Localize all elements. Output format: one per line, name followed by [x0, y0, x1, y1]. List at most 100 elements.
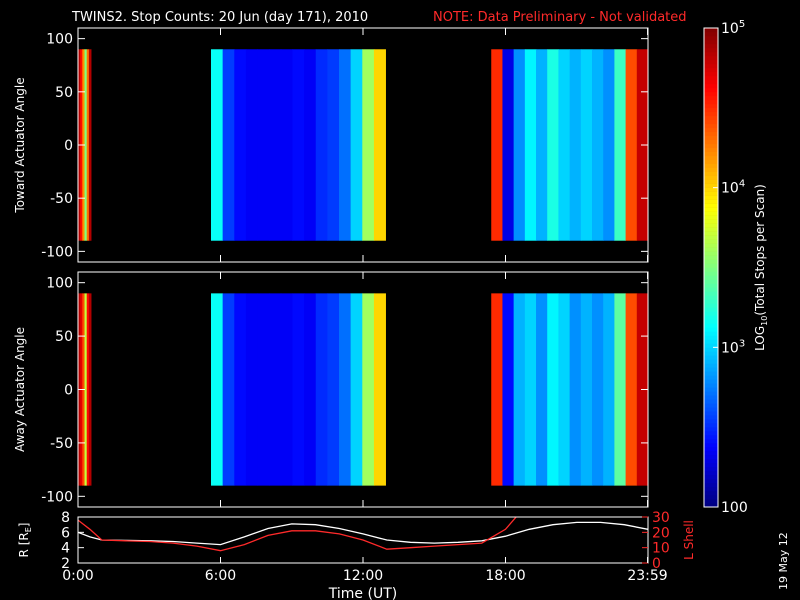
heatmap-cell — [222, 49, 235, 241]
y-tick-label: 0 — [64, 138, 73, 154]
lshell-line — [78, 517, 517, 552]
colorbar-cell — [704, 451, 718, 456]
x-tick-label: 6:00 — [205, 568, 236, 584]
colorbar-cell — [704, 411, 718, 416]
y-tick-label: 2 — [61, 556, 70, 572]
colorbar-cell — [704, 95, 718, 101]
heatmap-cell — [304, 293, 317, 486]
colorbar-cell — [704, 407, 718, 412]
heatmap-cell — [580, 293, 593, 486]
colorbar-cell — [704, 47, 718, 53]
colorbar-cell — [704, 447, 718, 452]
colorbar-cell — [704, 75, 718, 81]
heatmap-cell — [625, 49, 638, 241]
colorbar-cell — [704, 51, 718, 57]
colorbar-cell — [704, 79, 718, 85]
heatmap-cell — [362, 293, 375, 486]
colorbar-cell — [704, 459, 718, 464]
colorbar-cell — [704, 339, 718, 344]
colorbar-cell — [704, 319, 718, 324]
colorbar-cell — [704, 143, 718, 149]
away-panel: -100 -50 0 50 100 Away Actuator Angle — [13, 271, 649, 508]
colorbar-cell — [704, 71, 718, 77]
colorbar-cell — [704, 295, 718, 300]
colorbar-label: LOG10(Total Stops per Scan) — [753, 184, 769, 351]
heatmap-cell — [315, 293, 328, 486]
colorbar-cell — [704, 475, 718, 480]
colorbar-cell — [704, 91, 718, 97]
heatmap-cell — [536, 49, 548, 241]
colorbar-cell — [704, 471, 718, 476]
colorbar-cell — [704, 391, 718, 396]
heatmap-cell — [257, 293, 270, 486]
colorbar-cell — [704, 467, 718, 472]
colorbar-cell — [704, 483, 718, 488]
colorbar-cell — [704, 111, 718, 117]
heatmap-cell — [558, 293, 571, 486]
colorbar-cell — [704, 39, 718, 45]
colorbar-cell — [704, 83, 718, 89]
colorbar-cell — [704, 195, 718, 200]
heatmap-cell — [350, 49, 363, 241]
colorbar-cell — [704, 251, 718, 256]
colorbar-cell — [704, 287, 718, 292]
colorbar-cell — [704, 463, 718, 468]
y2-tick-label: 20 — [652, 525, 670, 541]
colorbar-cell — [704, 107, 718, 113]
y-tick-label: -100 — [41, 244, 73, 260]
colorbar-cell — [704, 187, 718, 192]
y2-tick-label: 10 — [652, 541, 670, 557]
colorbar-cell — [704, 247, 718, 252]
heatmap-cell — [614, 293, 627, 486]
date-stamp: 19 May 12 — [777, 532, 790, 590]
colorbar-cell — [704, 307, 718, 312]
colorbar-cell — [704, 263, 718, 268]
colorbar-cell — [704, 367, 718, 372]
colorbar-cell — [704, 291, 718, 296]
heatmap-cell — [558, 49, 571, 241]
colorbar-cell — [704, 171, 718, 176]
colorbar-cell — [704, 419, 718, 424]
colorbar-cell — [704, 495, 718, 500]
colorbar-cell — [704, 355, 718, 360]
colorbar-cell — [704, 235, 718, 240]
colorbar-tick-label: 103 — [721, 338, 745, 356]
heatmap-cell — [592, 293, 604, 486]
colorbar-tick-label: 104 — [721, 179, 745, 197]
colorbar-cell — [704, 135, 718, 141]
colorbar-cell — [704, 127, 718, 133]
heatmap-cell — [222, 293, 235, 486]
heatmap-cell — [580, 49, 593, 241]
colorbar-cell — [704, 123, 718, 129]
colorbar-cell — [704, 63, 718, 69]
heatmap-cell — [524, 49, 537, 241]
colorbar-cell — [704, 199, 718, 204]
colorbar-cell — [704, 103, 718, 109]
heatmap-cell — [603, 293, 615, 486]
colorbar-cell — [704, 363, 718, 368]
heatmap-cell — [304, 49, 317, 241]
colorbar-cell — [704, 28, 718, 33]
heatmap-cell — [269, 49, 282, 241]
heatmap-cell — [84, 49, 88, 241]
heatmap-cell — [547, 293, 559, 486]
colorbar-cell — [704, 219, 718, 224]
heatmap-cell — [88, 49, 92, 241]
colorbar-cell — [704, 491, 718, 496]
heatmap-cell — [614, 49, 627, 241]
heatmap-cell — [592, 49, 604, 241]
colorbar-cell — [704, 275, 718, 280]
toward-panel: -100 -50 0 50 100 Toward Actuator Angle — [13, 27, 649, 263]
heatmap-cell — [245, 49, 258, 241]
colorbar-cell — [704, 31, 718, 37]
colorbar-cell — [704, 403, 718, 408]
heatmap-cell — [280, 293, 293, 486]
heatmap-cell — [211, 293, 224, 486]
colorbar-cell — [704, 239, 718, 244]
colorbar-cell — [704, 151, 718, 157]
colorbar-cell — [704, 343, 718, 348]
heatmap-cell — [86, 49, 90, 241]
colorbar-cell — [704, 455, 718, 460]
